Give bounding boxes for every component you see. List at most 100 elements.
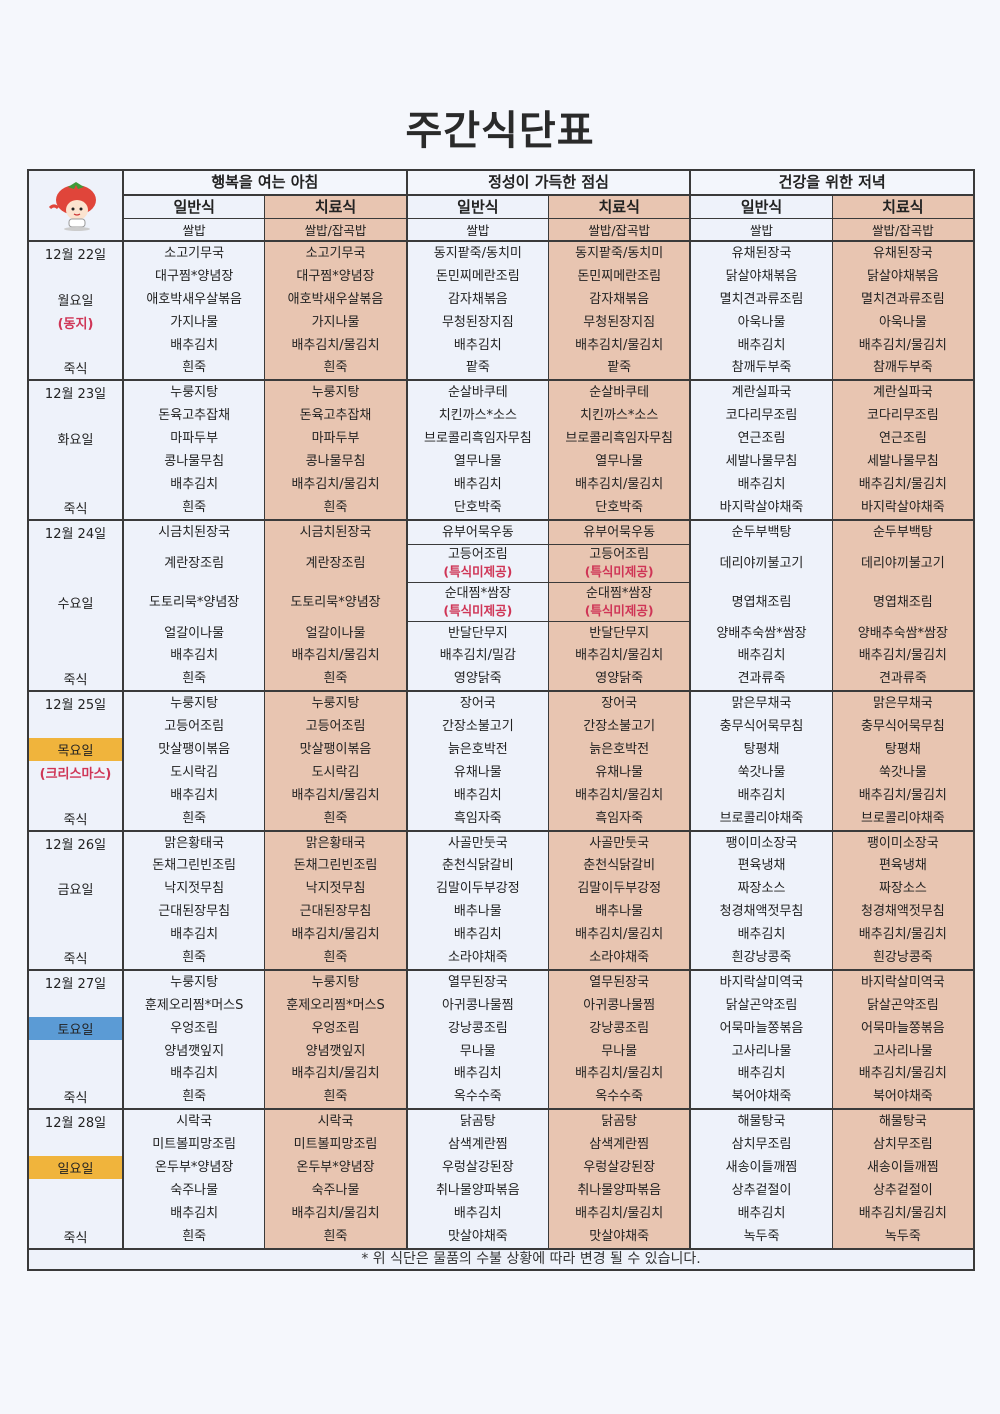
menu-item: 순살바쿠테 [447,385,508,401]
meal-cell: 사골만둣국 춘천식닭갈비 김말이두부강정 배추나물 배추김치 소라야채죽 사골만둣국 춘천식닭… [408,831,692,969]
day-slot [29,1063,122,1086]
menu-item: 닭곰탕 [601,1114,638,1130]
menu-item: 흰죽 [182,810,207,826]
menu-item: 고등어조림 (특식미제공) [549,543,690,583]
menu-item: 춘천식닭갈비 [441,858,514,874]
menu-item: 우엉조림 [311,1020,360,1036]
menu-item: 배추나물 [453,904,502,920]
menu-item: 삼치무조림 [731,1137,792,1153]
menu-item: 흰죽 [182,671,207,687]
general-menu: 동지팥죽/동치미 돈민찌메란조림 감자채볶음 무청된장지짐 배추김치 팥죽 [408,242,548,379]
menu-item: 새송이들깨찜 [725,1160,798,1175]
day-slot: 수요일 [29,583,122,622]
menu-item: 돈민찌메란조림 [577,268,662,284]
menu-item: 옥수수죽 [453,1089,502,1105]
menu-item: 열무된장국 [447,974,508,990]
menu-item: 배추김치/물김치 [858,927,947,943]
day-slot: 토요일 [29,1016,122,1040]
day-cell: 12월 23일 화요일 죽식 [29,381,124,519]
menu-item: 맑은무채국 [731,696,792,712]
meal-cell: 맑은무채국 충무식어묵무침 탕평채 쑥갓나물 배추김치 브로콜리야채죽 맑은무채국 충무식어묵… [691,692,974,830]
menu-item: 강낭콩조림 [589,1020,650,1036]
menu-item-note: (특식미제공) [584,602,654,618]
therapy-menu: 동지팥죽/동치미 돈민찌메란조림 감자채볶음 무청된장지짐 배추김치/물김치 팥죽 [548,242,690,380]
day-slot [29,473,122,496]
menu-item: 배추김치 [737,1205,786,1221]
therapy-menu: 소고기무국 대구찜*양념장 애호박새우살볶음 가지나물 배추김치/물김치 흰죽 [264,242,406,380]
day-slot: 목요일 [29,738,122,761]
menu-item: 배추김치 [453,337,502,353]
menu-item: 배추김치 [170,476,219,492]
menu-item: 팽이미소장국 [725,835,798,851]
day-slot: 죽식 [29,356,122,379]
weekday-highlight: 토요일 [29,1016,122,1040]
menu-item: 미트볼피망조림 [152,1137,237,1153]
menu-item: 상추겉절이 [731,1182,792,1198]
meal-subheader: 일반식 쌀밥 치료식 쌀밥/잡곡밥 [407,196,690,240]
menu-item: 배추김치/밀감 [439,648,516,664]
menu-item: 우렁살강된장 [583,1160,656,1175]
menu-item: 숙주나물 [311,1182,360,1198]
day-slot: 죽식 [29,946,122,969]
menu-item: 맛살야채죽 [447,1228,508,1244]
general-menu: 소고기무국 대구찜*양념장 애호박새우살볶음 가지나물 배추김치 흰죽 [124,242,264,379]
general-menu: 유부어묵우동 고등어조림 (특식미제공) 순대찜*쌈장 (특식미제공) 반달단무지 배추김치… [407,521,549,691]
menu-item: 도토리묵*양념장 [290,594,381,610]
menu-item: 유채된장국 [872,245,933,261]
menu-item: 배추김치 [453,1205,502,1221]
menu-item: 흰죽 [182,1228,207,1244]
menu-item: 새송이들깨찜 [866,1160,939,1175]
porridge-label: 죽식 [63,951,88,967]
general-column-header: 일반식 쌀밥 [407,196,549,240]
menu-item: 브로콜리야채죽 [719,810,804,826]
menu-item: 팥죽 [465,360,490,376]
day-date: 12월 28일 [44,1116,107,1132]
day-slot: 금요일 [29,877,122,900]
general-menu: 누룽지탕 돈육고추잡채 마파두부 콩나물무침 배추김치 흰죽 [124,381,264,518]
menu-item: 애호박새우살볶음 [146,291,243,307]
general-menu: 장어국 간장소불고기 늙은호박전 유채나물 배추김치 흑임자죽 [408,692,548,829]
day-slot: 죽식 [29,496,122,519]
menu-item: 무나물 [601,1043,638,1059]
menu-item: 배추김치/물김치 [858,1205,947,1221]
menu-item: 대구찜*양념장 [155,268,234,284]
menu-item: 아욱나물 [737,314,786,330]
menu-item: 치킨까스*소스 [438,408,517,424]
therapy-menu: 시금치된장국 계란장조림 도토리묵*양념장 얼갈이나물 배추김치/물김치 흰죽 [264,520,406,691]
menu-item: 배추김치/물김치 [575,787,664,803]
day-slot: (동지) [29,311,122,334]
menu-item: 취나물양파볶음 [435,1182,520,1198]
menu-item: 낙지젓무침 [305,881,366,897]
menu-item: 청경채액젓무침 [719,904,804,920]
menu-item: 배추김치 [737,337,786,353]
menu-item: 북어야채죽 [872,1089,933,1105]
meal-cell: 시금치된장국 계란장조림 도토리묵*양념장 얼갈이나물 배추김치 흰죽 시금치된장국 계란장조… [124,520,408,691]
menu-item: 흰죽 [323,949,348,965]
day-row: 12월 26일 금요일 죽식 맑은황태국 돈채그린빈조림 낙지젓무침 근대된장무침 배추김치 흰… [29,831,974,971]
day-date: 12월 25일 [44,698,107,714]
weekday-label: 화요일 [57,433,94,449]
general-menu: 맑은황태국 돈채그린빈조림 낙지젓무침 근대된장무침 배추김치 흰죽 [124,832,264,969]
column-label: 치료식 [832,196,974,219]
day-slot [29,784,122,807]
menu-item: 배추김치 [170,927,219,943]
menu-item: 흰죽 [323,671,348,687]
menu-item: 계란장조림 [164,555,225,571]
menu-item: 청경채액젓무침 [860,904,945,920]
menu-item: 바지락살미역국 [719,974,804,990]
day-slot [29,923,122,946]
menu-item: 닭살곤약조림 [725,997,798,1013]
day-slot: 월요일 [29,288,122,311]
menu-item: 코다리무조림 [725,408,798,424]
general-menu: 사골만둣국 춘천식닭갈비 김말이두부강정 배추나물 배추김치 소라야채죽 [408,832,548,969]
therapy-column-header: 치료식 쌀밥/잡곡밥 [831,196,974,240]
menu-item: 우렁살강된장 [441,1160,514,1175]
general-menu: 팽이미소장국 편육냉채 짜장소스 청경채액젓무침 배추김치 흰강낭콩죽 [691,832,831,969]
day-slot: 12월 24일 [29,521,122,544]
porridge-label: 죽식 [63,362,88,378]
day-slot [29,544,122,583]
day-row: 12월 28일 일요일 죽식 시락국 미트볼피망조림 온두부*양념장 숙주나물 배추김치 흰죽 시… [29,1110,974,1250]
menu-item: 고등어조림 [305,719,366,735]
day-slot: 12월 22일 [29,242,122,265]
menu-item: 양념깻잎지 [164,1043,225,1059]
